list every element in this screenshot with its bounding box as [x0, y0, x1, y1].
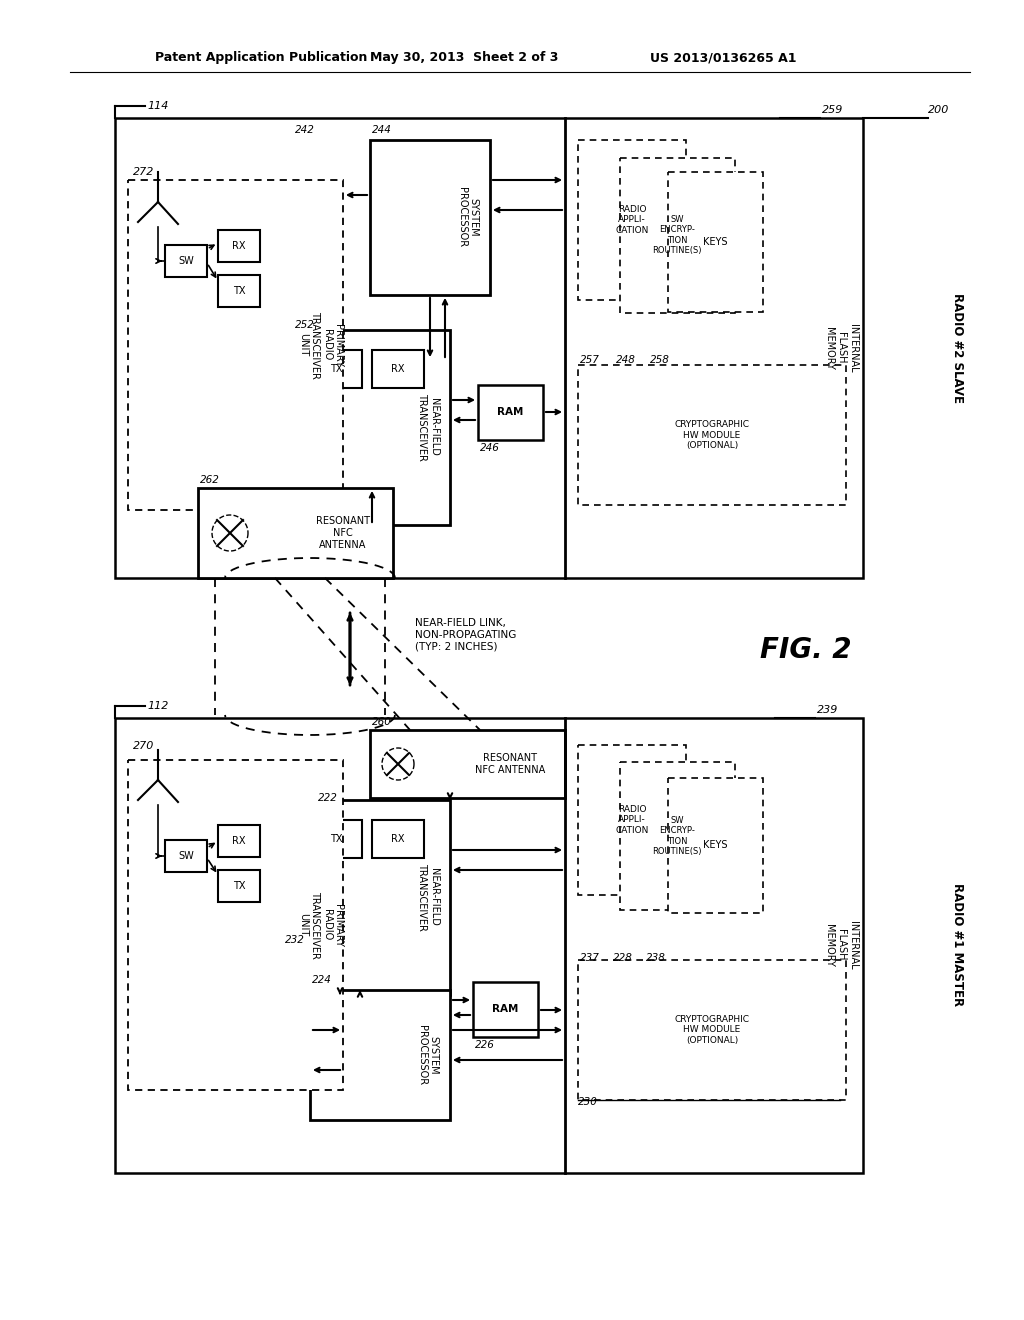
Text: US 2013/0136265 A1: US 2013/0136265 A1	[650, 51, 797, 65]
Bar	[473, 982, 538, 1038]
Text: RADIO
APPLI-
CATION: RADIO APPLI- CATION	[615, 805, 648, 836]
Bar	[198, 488, 393, 578]
Text: 246: 246	[480, 444, 500, 453]
Bar	[310, 350, 362, 388]
Text: 232: 232	[285, 935, 305, 945]
Text: 259: 259	[822, 106, 844, 115]
Text: SW: SW	[178, 851, 194, 861]
Text: 244: 244	[372, 125, 392, 135]
Text: RESONANT
NFC ANTENNA: RESONANT NFC ANTENNA	[475, 754, 545, 775]
Text: 112: 112	[147, 701, 168, 711]
Text: 228: 228	[613, 953, 633, 964]
Text: 262: 262	[200, 475, 220, 484]
Text: 258: 258	[650, 355, 670, 366]
Text: SW
ENCRYP-
TION
ROUTINE(S): SW ENCRYP- TION ROUTINE(S)	[652, 215, 701, 255]
Text: CRYPTOGRAPHIC
HW MODULE
(OPTIONAL): CRYPTOGRAPHIC HW MODULE (OPTIONAL)	[675, 1015, 750, 1045]
Text: 230: 230	[578, 1097, 598, 1107]
Text: 248: 248	[616, 355, 636, 366]
Text: SYSTEM
PROCESSOR: SYSTEM PROCESSOR	[417, 1024, 439, 1085]
Text: NEAR-FIELD
TRANSCEIVER: NEAR-FIELD TRANSCEIVER	[417, 863, 439, 931]
Text: 200: 200	[928, 106, 949, 115]
Text: TX: TX	[232, 286, 246, 296]
Bar	[218, 825, 260, 857]
Text: INTERNAL
FLASH
MEMORY: INTERNAL FLASH MEMORY	[824, 323, 858, 372]
Bar	[115, 718, 863, 1173]
Bar	[128, 760, 343, 1090]
Text: CRYPTOGRAPHIC
HW MODULE
(OPTIONAL): CRYPTOGRAPHIC HW MODULE (OPTIONAL)	[675, 420, 750, 450]
Bar	[372, 350, 424, 388]
Bar	[165, 246, 207, 277]
Text: RESONANT
NFC
ANTENNA: RESONANT NFC ANTENNA	[316, 516, 370, 549]
Text: 270: 270	[133, 741, 155, 751]
Bar	[668, 172, 763, 312]
Bar	[370, 730, 565, 799]
Text: 239: 239	[817, 705, 839, 715]
Text: FIG. 2: FIG. 2	[760, 636, 852, 664]
Text: 272: 272	[133, 168, 155, 177]
Text: May 30, 2013  Sheet 2 of 3: May 30, 2013 Sheet 2 of 3	[370, 51, 558, 65]
Bar	[115, 117, 863, 578]
Text: PRIMARY
RADIO
TRANSCEIVER
UNIT: PRIMARY RADIO TRANSCEIVER UNIT	[299, 312, 343, 379]
Bar	[310, 990, 450, 1119]
Text: TX: TX	[330, 364, 342, 374]
Text: 252: 252	[295, 319, 314, 330]
Text: 242: 242	[295, 125, 314, 135]
Bar	[578, 960, 846, 1100]
Bar	[310, 820, 362, 858]
Text: RX: RX	[232, 242, 246, 251]
Text: SW: SW	[178, 256, 194, 267]
Bar	[218, 870, 260, 902]
Bar	[370, 140, 490, 294]
Bar	[578, 140, 686, 300]
Text: TX: TX	[232, 880, 246, 891]
Text: RADIO
APPLI-
CATION: RADIO APPLI- CATION	[615, 205, 648, 235]
Bar	[668, 777, 763, 913]
Bar	[620, 158, 735, 313]
Text: 226: 226	[475, 1040, 495, 1049]
Bar	[578, 744, 686, 895]
Text: SW
ENCRYP-
TION
ROUTINE(S): SW ENCRYP- TION ROUTINE(S)	[652, 816, 701, 857]
Text: NEAR-FIELD LINK,
NON-PROPAGATING
(TYP: 2 INCHES): NEAR-FIELD LINK, NON-PROPAGATING (TYP: 2…	[415, 618, 516, 652]
Text: 222: 222	[318, 793, 338, 803]
Bar	[218, 230, 260, 261]
Bar	[128, 180, 343, 510]
Bar	[295, 800, 450, 995]
Bar	[372, 820, 424, 858]
Text: RADIO #2 SLAVE: RADIO #2 SLAVE	[951, 293, 965, 403]
Text: KEYS: KEYS	[702, 238, 727, 247]
Bar	[218, 275, 260, 308]
Text: RX: RX	[232, 836, 246, 846]
Text: RX: RX	[391, 834, 404, 843]
Text: INTERNAL
FLASH
MEMORY: INTERNAL FLASH MEMORY	[824, 920, 858, 969]
Text: KEYS: KEYS	[702, 840, 727, 850]
Text: 224: 224	[312, 975, 332, 985]
Bar	[578, 366, 846, 506]
Text: RX: RX	[391, 364, 404, 374]
Bar	[165, 840, 207, 873]
Text: SYSTEM
PROCESSOR: SYSTEM PROCESSOR	[457, 187, 479, 247]
Bar	[620, 762, 735, 909]
Text: TX: TX	[330, 834, 342, 843]
Text: 237: 237	[580, 953, 600, 964]
Text: RADIO #1 MASTER: RADIO #1 MASTER	[951, 883, 965, 1007]
Text: Patent Application Publication: Patent Application Publication	[155, 51, 368, 65]
Text: 114: 114	[147, 102, 168, 111]
Text: RAM: RAM	[497, 407, 523, 417]
Text: RAM: RAM	[492, 1005, 518, 1014]
Text: 257: 257	[580, 355, 600, 366]
Text: NEAR-FIELD
TRANSCEIVER: NEAR-FIELD TRANSCEIVER	[417, 393, 439, 461]
Text: 260: 260	[372, 717, 392, 727]
Text: 238: 238	[646, 953, 666, 964]
Text: PRIMARY
RADIO
TRANSCEIVER
UNIT: PRIMARY RADIO TRANSCEIVER UNIT	[299, 891, 343, 958]
Bar	[295, 330, 450, 525]
Bar	[478, 385, 543, 440]
